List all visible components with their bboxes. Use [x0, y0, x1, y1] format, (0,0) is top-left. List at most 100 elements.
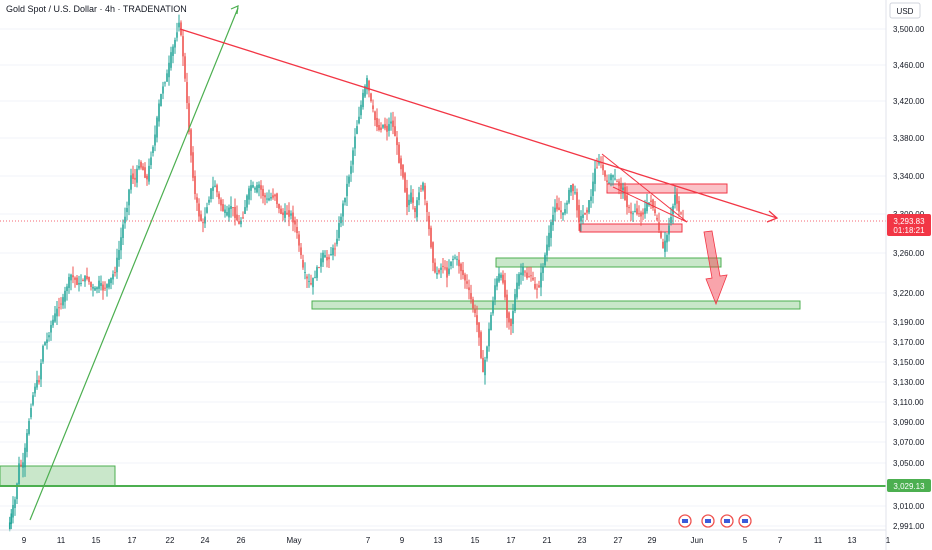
candle-body — [630, 211, 632, 214]
candle-body — [390, 121, 392, 124]
candle-body — [336, 238, 338, 245]
price-tick-label: 3,150.00 — [893, 358, 925, 367]
candle-body — [458, 259, 460, 267]
candle-body — [456, 258, 458, 260]
flag-icon — [682, 519, 688, 523]
candle-body — [632, 213, 634, 215]
candle-body — [576, 192, 578, 211]
candle-body — [566, 202, 568, 205]
candle-body — [58, 307, 60, 309]
candle-body — [408, 199, 410, 206]
candle-body — [36, 379, 38, 388]
candle-body — [540, 272, 542, 288]
candle-body — [212, 186, 214, 191]
candle-body — [494, 285, 496, 300]
candle-body — [256, 185, 258, 193]
flag-icon — [705, 519, 711, 523]
candle-body — [80, 282, 82, 285]
candle-body — [176, 32, 178, 38]
candle-body — [474, 309, 476, 314]
candle-body — [662, 241, 664, 249]
candle-body — [424, 185, 426, 200]
down-arrow-projection — [703, 230, 728, 306]
flag-icon — [724, 519, 730, 523]
candle-body — [404, 173, 406, 192]
candle-body — [626, 195, 628, 208]
candle-body — [16, 483, 18, 500]
candle-body — [154, 134, 156, 146]
candle-body — [622, 187, 624, 190]
candle-body — [218, 193, 220, 199]
candle-body — [590, 196, 592, 201]
candle-body — [110, 277, 112, 284]
candle-body — [532, 277, 534, 280]
candle-body — [438, 269, 440, 273]
candle-body — [44, 342, 46, 346]
candle-body — [332, 247, 334, 256]
candle-body — [48, 335, 50, 338]
time-tick-label: 27 — [614, 536, 623, 545]
candle-body — [134, 177, 136, 180]
candle-body — [70, 274, 72, 281]
candle-body — [142, 166, 144, 171]
candle-body — [594, 168, 596, 184]
candle-body — [288, 210, 290, 217]
candle-body — [534, 283, 536, 289]
candle-body — [584, 212, 586, 215]
candle-body — [496, 278, 498, 287]
candle-body — [412, 197, 414, 203]
candle-body — [284, 211, 286, 218]
candle-body — [136, 168, 138, 183]
candle-body — [74, 277, 76, 280]
candle-body — [460, 263, 462, 272]
time-tick-label: 1 — [886, 536, 891, 545]
candle-body — [370, 93, 372, 102]
candle-body — [118, 249, 120, 261]
candle-body — [608, 182, 610, 184]
candle-body — [464, 274, 466, 281]
candle-body — [462, 269, 464, 276]
candle-body — [588, 200, 590, 213]
candle-body — [60, 303, 62, 305]
candle-body — [246, 195, 248, 208]
candle-body — [42, 345, 44, 362]
candle-body — [382, 124, 384, 128]
candle-body — [442, 265, 444, 267]
candle-body — [366, 78, 368, 90]
candle-body — [116, 257, 118, 273]
price-tick-label: 3,340.00 — [893, 172, 925, 181]
candle-body — [482, 357, 484, 373]
time-tick-label: 26 — [237, 536, 246, 545]
candle-body — [120, 237, 122, 251]
candle-body — [84, 275, 86, 282]
candle-body — [132, 173, 134, 180]
candle-body — [430, 227, 432, 248]
candle-body — [668, 225, 670, 235]
candle-body — [86, 276, 88, 279]
candle-body — [352, 150, 354, 165]
candle-body — [272, 195, 274, 198]
candle-body — [222, 204, 224, 211]
candle-body — [22, 462, 24, 468]
currency-button — [889, 2, 921, 19]
candle-body — [628, 207, 630, 209]
price-tick-label: 3,220.00 — [893, 289, 925, 298]
candle-body — [432, 242, 434, 263]
candle-body — [558, 207, 560, 211]
candle-body — [178, 22, 180, 28]
candle-body — [312, 277, 314, 288]
candle-body — [294, 220, 296, 225]
candle-body — [386, 125, 388, 132]
candle-body — [520, 272, 522, 275]
candle-body — [244, 207, 246, 214]
candle-body — [192, 152, 194, 178]
chart-zones — [0, 183, 801, 487]
candle-body — [656, 217, 658, 220]
candle-body — [64, 290, 66, 302]
time-tick-label: 13 — [434, 536, 443, 545]
candle-body — [114, 272, 116, 274]
candle-body — [524, 271, 526, 273]
time-tick-label: 17 — [128, 536, 137, 545]
